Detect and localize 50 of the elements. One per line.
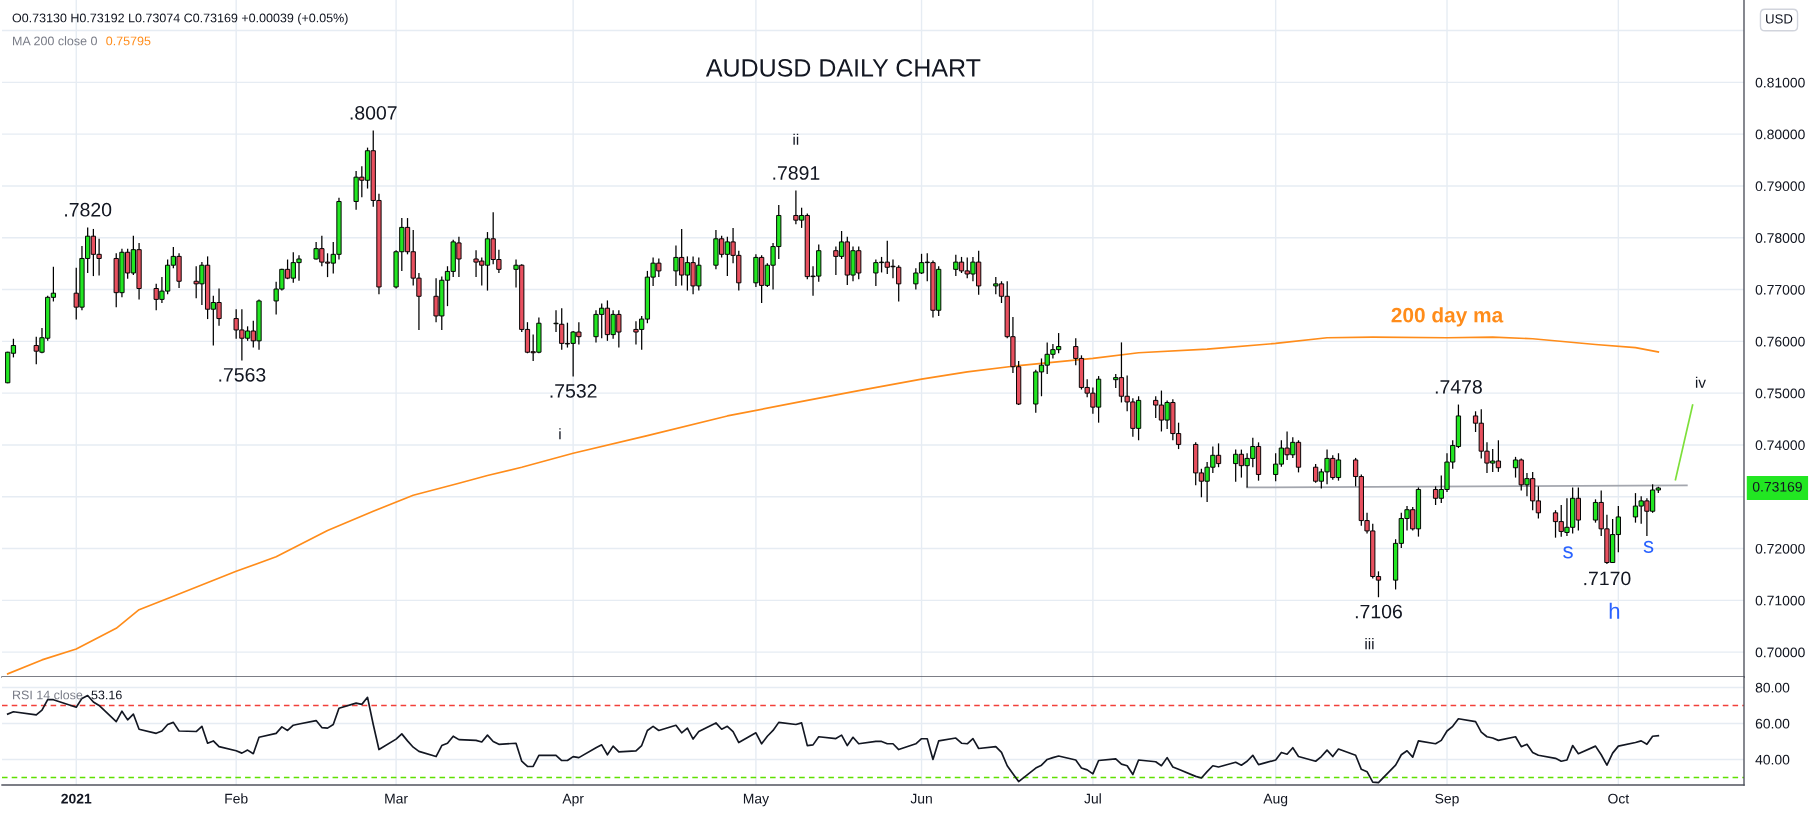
y-tick-label: 0.74000 [1755,440,1805,451]
annotation: .8007 [350,105,397,120]
annotation: .7106 [1355,604,1402,619]
y-tick-label: 0.76000 [1755,336,1805,347]
annotation: RSI 14 close [13,690,83,700]
line-series [6,336,1660,675]
x-tick-label: Apr [562,793,584,807]
x-tick-label: Jul [1084,793,1101,804]
annotation: 53.16 [91,690,122,700]
x-tick-label: Mar [385,793,408,804]
y-tick-label: 0.75000 [1755,388,1805,399]
y-tick-label: 40.00 [1755,754,1790,765]
annotation: s [1563,546,1573,559]
annotation: s [1643,540,1654,553]
text: AUDUSD DAILY CHART [705,59,981,77]
text: USD [1766,14,1793,24]
y-tick-label: 60.00 [1755,718,1790,729]
annotation: iii [1365,638,1374,650]
candlestick [896,264,902,303]
y-tick-label: 0.70000 [1755,647,1805,658]
annotation: .7532 [550,384,597,398]
annotation: MA 200 close 0 [13,36,97,46]
annotation: .7563 [219,367,266,382]
x-tick-label: Feb [225,793,248,804]
y-tick-label: 0.80000 [1755,129,1805,140]
annotation: .7170 [1584,571,1631,586]
y-tick-label: 0.81000 [1755,77,1805,88]
x-tick-label: Aug [1263,793,1288,807]
y-tick-label: 0.71000 [1755,595,1805,606]
annotation: O0.73130 H0.73192 L0.73074 C0.73169 +0.00039 (+0.05%) [12,13,348,25]
annotation: .7891 [773,166,820,180]
series-label: 200 day ma [1391,307,1504,327]
annotation: i [559,428,561,440]
annotation: 0.75795 [106,36,151,46]
x-tick-label: Jun [910,793,932,804]
y-tick-label: 0.78000 [1755,233,1805,243]
y-tick-label: 80.00 [1755,682,1790,693]
text: 0.73169 [1752,481,1802,492]
x-tick-label: Oct [1608,793,1630,804]
x-tick-label: May [743,793,770,807]
y-tick-label: 0.79000 [1755,181,1805,192]
annotation: .7820 [65,202,112,217]
y-tick-label: 0.77000 [1755,284,1805,295]
annotation: .7478 [1435,379,1482,394]
x-tick-label: Sep [1435,793,1459,807]
annotation: ii [793,133,799,145]
annotation: iv [1695,376,1706,388]
x-tick-label: 2021 [61,793,92,804]
annotation: h [1609,602,1620,619]
y-tick-label: 0.72000 [1755,543,1805,554]
